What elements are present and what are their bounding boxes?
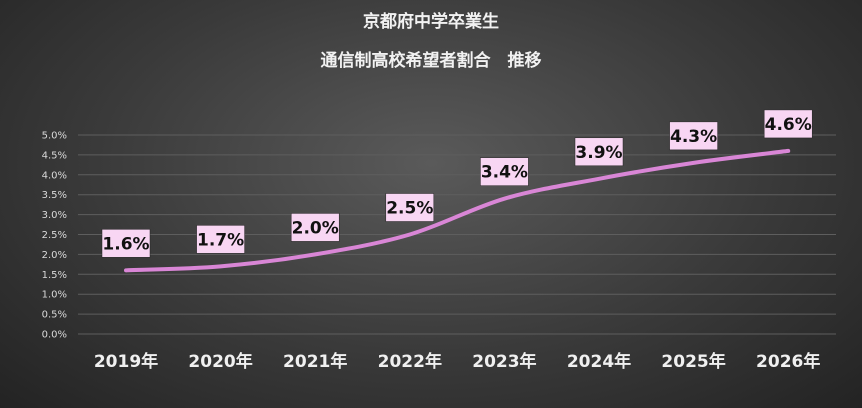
x-tick-label: 2022年 (378, 351, 442, 372)
chart-title-line-1: 京都府中学卒業生 (363, 11, 499, 32)
y-tick-label: 1.0% (42, 290, 67, 301)
x-tick-label: 2023年 (472, 351, 536, 372)
data-label: 2.0% (292, 218, 339, 238)
data-label-box (101, 229, 151, 258)
x-tick-label: 2025年 (661, 351, 725, 372)
data-label-box (574, 137, 624, 167)
y-tick-label: 2.0% (42, 250, 67, 261)
x-tick-label: 2021年 (283, 351, 347, 372)
y-tick-label: 3.0% (42, 210, 67, 221)
y-tick-label: 0.0% (42, 330, 67, 341)
data-label-box (763, 109, 813, 139)
data-label-box (290, 213, 340, 242)
y-tick-label: 1.5% (42, 270, 67, 281)
data-label: 3.4% (481, 163, 528, 183)
x-tick-label: 2024年 (567, 351, 631, 372)
data-label-box (669, 121, 718, 151)
data-label: 2.5% (386, 199, 433, 219)
x-tick-label: 2020年 (188, 351, 252, 372)
x-axis-ticks: 2019年 2020年 2021年 2022年 2023年 2024年 2025年 2026年 (94, 351, 821, 372)
data-label: 4.6% (765, 115, 812, 135)
data-labels: 1.6% 1.7% 2.0% 2.5% 3.4% 3.9% 4.3% 4.6% (101, 109, 813, 258)
data-label: 3.9% (575, 143, 622, 163)
y-tick-label: 0.5% (42, 310, 67, 321)
data-label: 1.6% (102, 234, 149, 254)
data-label: 4.3% (670, 127, 717, 147)
chart-title-line-2: 通信制高校希望者割合 推移 (321, 50, 542, 71)
x-tick-label: 2026年 (756, 351, 820, 372)
data-label-box (385, 193, 435, 222)
series-layer (124, 148, 791, 273)
data-label-box (480, 157, 529, 186)
y-tick-label: 2.5% (42, 230, 67, 241)
y-tick-label: 3.5% (42, 190, 67, 201)
y-tick-label: 4.5% (42, 150, 67, 161)
y-axis-ticks: 0.0% 0.5% 1.0% 1.5% 2.0% 2.5% 3.0% 3.5% 4.0% 4.5%… (42, 131, 67, 341)
gridlines (78, 134, 836, 335)
series-line (124, 148, 791, 273)
data-label-box (196, 225, 245, 254)
y-tick-label: 5.0% (42, 131, 67, 142)
y-tick-label: 4.0% (42, 170, 67, 181)
data-label: 1.7% (197, 230, 244, 250)
x-tick-label: 2019年 (94, 351, 158, 372)
